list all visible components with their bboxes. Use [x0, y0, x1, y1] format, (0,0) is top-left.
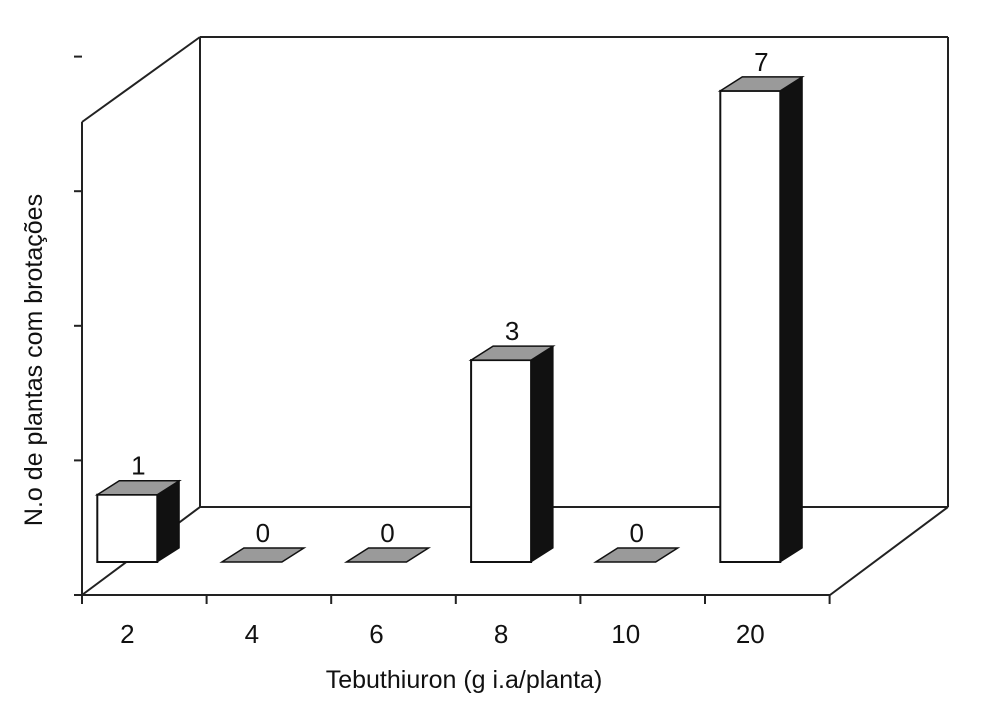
bar-8	[468, 345, 556, 563]
y-axis-ticks	[74, 55, 82, 596]
data-labels: 1 0 0 3 0 7	[131, 47, 768, 548]
data-label: 0	[380, 518, 394, 548]
bar-front-face	[719, 89, 782, 564]
bar-top-face	[343, 547, 432, 563]
x-axis-ticks	[81, 595, 831, 604]
bar-top-face	[94, 479, 182, 496]
x-tick-labels: 2 4 6 8 10 20	[120, 619, 765, 649]
left-wall-top-edge	[81, 36, 201, 123]
bar-2	[94, 479, 182, 564]
bar-top-face	[219, 547, 307, 563]
bar-4	[219, 547, 307, 563]
bar-front-face	[470, 359, 533, 563]
bar-top-face	[717, 76, 805, 92]
bar-side-face	[779, 75, 803, 563]
bars	[94, 75, 805, 564]
bar-side-face	[530, 345, 554, 563]
data-label: 1	[131, 451, 145, 481]
bar-20	[717, 75, 805, 564]
y-axis-label: N.o de plantas com brotações	[20, 194, 48, 526]
data-label: 0	[629, 518, 643, 548]
data-label: 0	[256, 518, 270, 548]
data-label: 3	[505, 316, 519, 346]
bar-top-face	[593, 547, 681, 563]
x-tick-label: 6	[369, 619, 383, 649]
x-tick-label: 10	[611, 619, 640, 649]
bar-10	[593, 547, 681, 563]
right-floor-edge	[829, 506, 949, 596]
data-label: 7	[754, 47, 768, 77]
bar-6	[343, 547, 432, 563]
x-tick-label: 20	[736, 619, 765, 649]
bar-top-face	[468, 345, 556, 361]
x-tick-label: 2	[120, 619, 134, 649]
x-tick-label: 4	[245, 619, 259, 649]
x-axis-label: Tebuthiuron (g i.a/planta)	[326, 666, 603, 694]
bar-front-face	[96, 493, 159, 564]
x-tick-label: 8	[494, 619, 508, 649]
